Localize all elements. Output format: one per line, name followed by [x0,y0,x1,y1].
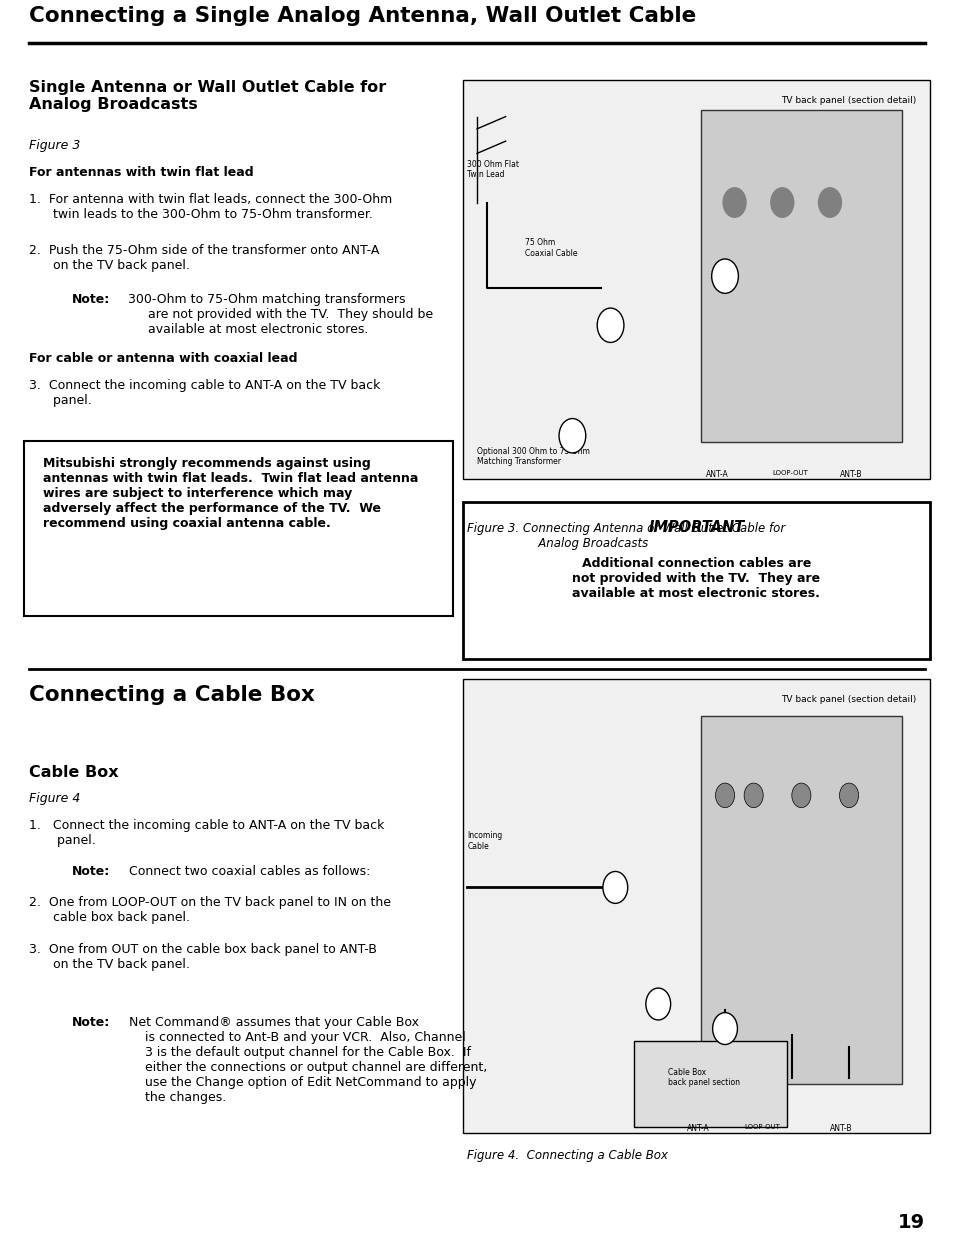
Text: Figure 3: Figure 3 [29,138,80,152]
Text: Connecting a Single Analog Antenna, Wall Outlet Cable: Connecting a Single Analog Antenna, Wall… [29,6,695,26]
FancyBboxPatch shape [462,501,929,659]
Text: 1: 1 [611,881,618,890]
Text: LOOP-OUT: LOOP-OUT [772,471,808,477]
Text: ANT-A: ANT-A [686,1124,709,1134]
FancyBboxPatch shape [634,1041,786,1126]
FancyBboxPatch shape [700,110,901,442]
Text: Connect two coaxial cables as follows:: Connect two coaxial cables as follows: [121,866,370,878]
Text: IMPORTANT: IMPORTANT [648,520,743,536]
Text: 300-Ohm to 75-Ohm matching transformers
      are not provided with the TV.  The: 300-Ohm to 75-Ohm matching transformers … [124,294,433,336]
Text: LOOP-OUT: LOOP-OUT [743,1124,780,1130]
Circle shape [791,783,810,808]
Text: Cable Box
back panel section: Cable Box back panel section [667,1068,739,1087]
Text: Incoming
Cable: Incoming Cable [467,831,502,851]
Text: For cable or antenna with coaxial lead: For cable or antenna with coaxial lead [29,352,296,366]
Text: Optional 300 Ohm to 75 Ohm
Matching Transformer: Optional 300 Ohm to 75 Ohm Matching Tran… [476,447,589,467]
Text: Additional connection cables are
not provided with the TV.  They are
available a: Additional connection cables are not pro… [572,557,820,600]
Text: 2.  One from LOOP-OUT on the TV back panel to IN on the
      cable box back pan: 2. One from LOOP-OUT on the TV back pane… [29,897,390,924]
Text: TV back panel (section detail): TV back panel (section detail) [780,695,915,704]
Text: 3.  One from OUT on the cable box back panel to ANT-B
      on the TV back panel: 3. One from OUT on the cable box back pa… [29,942,376,971]
Circle shape [712,1013,737,1045]
Circle shape [602,872,627,903]
Text: Note:: Note: [71,294,110,306]
Text: Cable Box: Cable Box [29,764,118,779]
Text: Figure 4: Figure 4 [29,792,80,805]
Text: 2.  Push the 75-Ohm side of the transformer onto ANT-A
      on the TV back pane: 2. Push the 75-Ohm side of the transform… [29,245,378,272]
Text: 300 Ohm Flat
Twin Lead: 300 Ohm Flat Twin Lead [467,159,519,179]
FancyBboxPatch shape [462,80,929,479]
Text: Mitsubishi strongly recommends against using
antennas with twin flat leads.  Twi: Mitsubishi strongly recommends against u… [43,457,417,530]
Text: ANT-B: ANT-B [839,471,862,479]
Circle shape [770,188,793,217]
Text: Note:: Note: [71,866,110,878]
Text: 3.  Connect the incoming cable to ANT-A on the TV back
      panel.: 3. Connect the incoming cable to ANT-A o… [29,379,379,408]
Text: 1.  For antenna with twin flat leads, connect the 300-Ohm
      twin leads to th: 1. For antenna with twin flat leads, con… [29,193,392,221]
Text: 19: 19 [898,1213,924,1231]
Circle shape [645,988,670,1020]
Text: Figure 4.  Connecting a Cable Box: Figure 4. Connecting a Cable Box [467,1149,668,1162]
FancyBboxPatch shape [24,441,453,616]
Circle shape [722,188,745,217]
Text: 1: 1 [568,427,576,437]
Text: 1.   Connect the incoming cable to ANT-A on the TV back
       panel.: 1. Connect the incoming cable to ANT-A o… [29,819,384,847]
Circle shape [711,259,738,294]
Text: Single Antenna or Wall Outlet Cable for
Analog Broadcasts: Single Antenna or Wall Outlet Cable for … [29,80,385,112]
Text: 3: 3 [720,1021,728,1031]
FancyBboxPatch shape [462,679,929,1132]
Text: Note:: Note: [71,1016,110,1029]
Text: 2: 2 [654,997,661,1007]
Text: 2: 2 [606,316,614,326]
Circle shape [743,783,762,808]
Circle shape [715,783,734,808]
Text: ANT-A: ANT-A [705,471,728,479]
Circle shape [839,783,858,808]
Text: TV back panel (section detail): TV back panel (section detail) [780,96,915,105]
Text: Net Command® assumes that your Cable Box
      is connected to Ant-B and your VC: Net Command® assumes that your Cable Box… [121,1016,487,1104]
Text: ANT-B: ANT-B [829,1124,852,1134]
Text: 3: 3 [720,268,728,278]
Circle shape [818,188,841,217]
Text: Figure 3. Connecting Antenna or Wall Outlet Cable for
                   Analog : Figure 3. Connecting Antenna or Wall Out… [467,521,785,550]
Circle shape [597,308,623,342]
FancyBboxPatch shape [700,715,901,1084]
Circle shape [558,419,585,453]
Text: For antennas with twin flat lead: For antennas with twin flat lead [29,165,253,179]
Text: Connecting a Cable Box: Connecting a Cable Box [29,685,314,705]
Text: 75 Ohm
Coaxial Cable: 75 Ohm Coaxial Cable [524,238,577,258]
